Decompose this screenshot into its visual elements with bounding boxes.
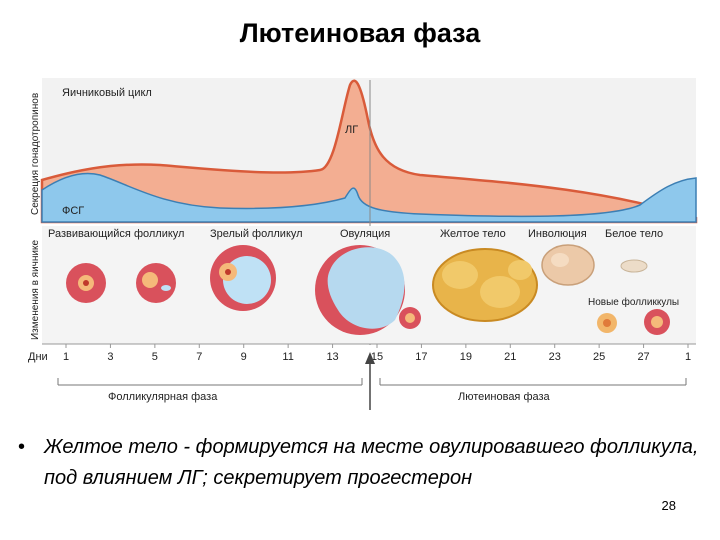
day-tick-label: 11: [282, 351, 293, 363]
slide-title: Лютеиновая фаза: [239, 18, 481, 48]
involution-body: [541, 244, 595, 286]
day-tick-label: 21: [504, 351, 516, 363]
stage-corpus-albicans-label: Белое тело: [605, 228, 663, 240]
ovarian-cycle-diagram: Яичниковый цикл ЛГ ФСГ Секреция гонадотр…: [28, 78, 698, 410]
corpus-albicans: [620, 259, 648, 273]
luteal-phase-label: Лютеиновая фаза: [458, 391, 551, 403]
stage-developing-label: Развивающийся фолликул: [48, 228, 184, 240]
mature-follicle: [210, 245, 276, 311]
day-tick-label: 19: [460, 351, 472, 363]
lh-label: ЛГ: [345, 124, 358, 136]
page-number: 28: [661, 498, 676, 513]
follicular-phase-label: Фолликулярная фаза: [108, 391, 218, 403]
day-tick-label: 3: [107, 351, 113, 363]
bullet-text: Желтое тело - формируется на месте овули…: [44, 436, 699, 489]
ovulation-arrow: [365, 352, 375, 410]
stage-ovulation-label: Овуляция: [340, 228, 390, 240]
stage-involution-label: Инволюция: [528, 228, 587, 240]
day-tick-label: 15: [371, 351, 383, 363]
bullet-icon: •: [18, 436, 26, 458]
secretion-axis-label: Секреция гонадотропинов: [30, 93, 41, 215]
days-axis-label: Дни: [28, 351, 48, 363]
developing-follicle-2: [136, 263, 176, 303]
stage-mature-label: Зрелый фолликул: [210, 228, 303, 240]
hormone-panel-title: Яичниковый цикл: [62, 87, 152, 99]
ovulation-follicle: [315, 245, 421, 335]
day-tick-label: 17: [415, 351, 427, 363]
follicular-phase-bracket: [57, 378, 363, 386]
fsh-area: [41, 172, 697, 223]
corpus-luteum: [432, 248, 538, 322]
day-ticks: 1 3 5 7 9 11 13 15 17 19 21 23 25 27 1: [63, 344, 691, 363]
day-tick-label: 25: [593, 351, 605, 363]
day-tick-label: 5: [152, 351, 158, 363]
day-tick-label: 27: [637, 351, 649, 363]
new-follicle-2: [644, 309, 670, 335]
stage-corpus-luteum-label: Желтое тело: [440, 228, 506, 240]
ovary-axis-label: Изменения в яичнике: [30, 240, 41, 340]
luteal-phase-bracket: [379, 378, 687, 386]
new-follicle-1: [597, 313, 617, 333]
day-tick-label: 13: [326, 351, 338, 363]
lh-area: [40, 79, 698, 224]
day-tick-label: 23: [549, 351, 561, 363]
day-tick-label: 1: [63, 351, 69, 363]
fsh-label: ФСГ: [62, 205, 84, 217]
new-follicles-label: Новые фолликкулы: [588, 296, 679, 308]
bullet-point: • Желтое тело - формируется на месте ову…: [18, 432, 708, 494]
day-tick-label: 1: [685, 351, 691, 363]
day-tick-label: 9: [241, 351, 247, 363]
day-tick-label: 7: [196, 351, 202, 363]
developing-follicle-1: [66, 263, 106, 303]
